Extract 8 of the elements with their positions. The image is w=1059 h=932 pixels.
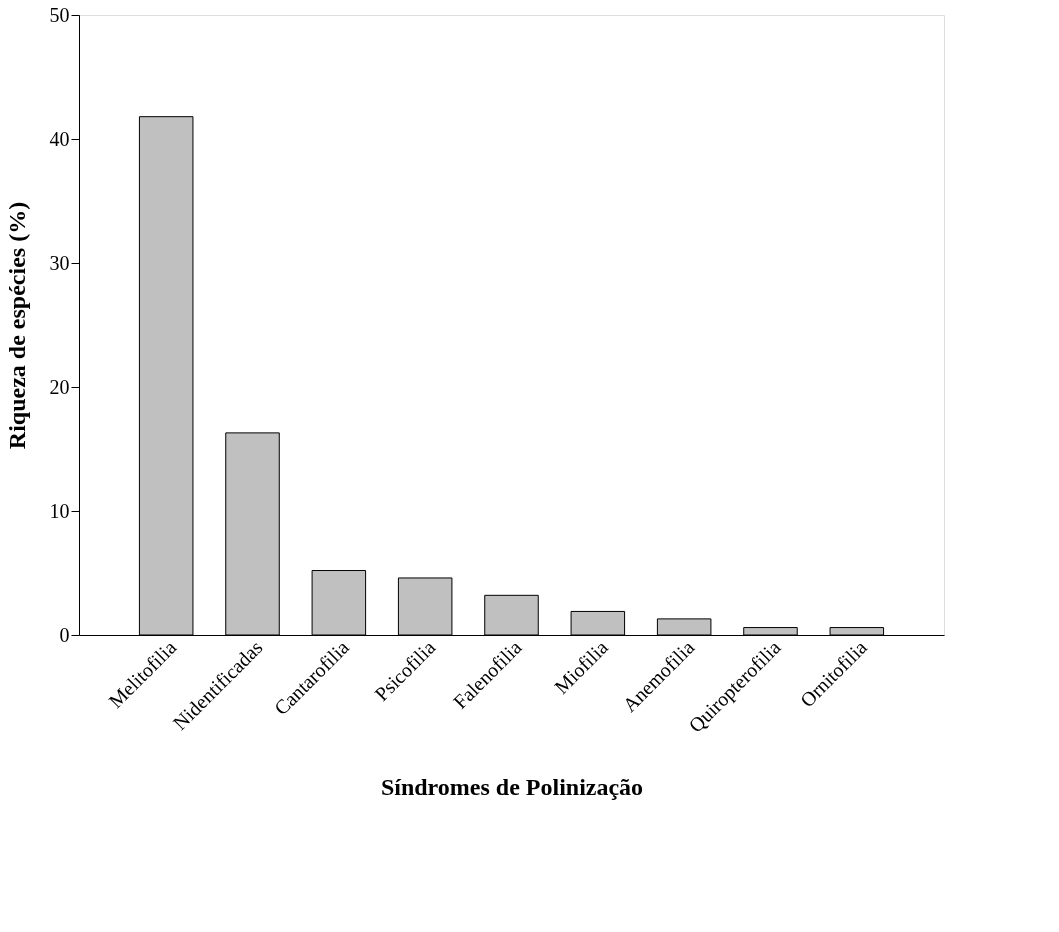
y-tick-label: 50 xyxy=(49,3,70,26)
y-axis-title: Riqueza de espécies (%) xyxy=(3,201,30,450)
y-tick-label: 40 xyxy=(49,127,70,150)
y-tick-label: 10 xyxy=(49,499,70,522)
y-tick-label: 0 xyxy=(59,623,70,646)
y-tick-label: 30 xyxy=(49,251,70,274)
y-tick-label: 20 xyxy=(49,375,70,398)
x-axis-title: Síndromes de Polinização xyxy=(380,774,644,801)
